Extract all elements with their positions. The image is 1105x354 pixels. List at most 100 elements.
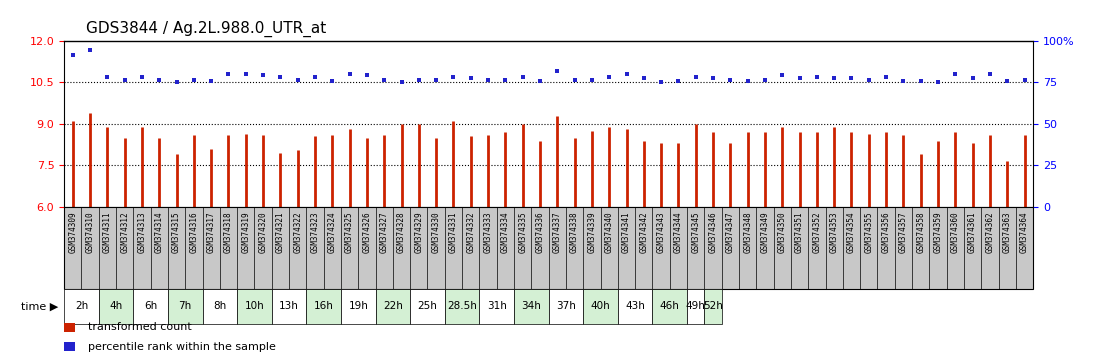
Text: GSM374335: GSM374335 (518, 211, 527, 253)
Text: GSM374356: GSM374356 (882, 211, 891, 253)
Text: 7h: 7h (179, 301, 192, 311)
Text: GSM374362: GSM374362 (986, 211, 994, 253)
Text: GSM374313: GSM374313 (137, 211, 147, 253)
Bar (64, 289, 98, 324)
Bar (341, 289, 376, 324)
Text: GSM374339: GSM374339 (588, 211, 597, 253)
Text: 2h: 2h (75, 301, 88, 311)
Bar (548, 289, 583, 324)
Bar (98, 289, 134, 324)
Text: percentile rank within the sample: percentile rank within the sample (88, 342, 276, 352)
Text: 37h: 37h (556, 301, 576, 311)
Text: 40h: 40h (591, 301, 610, 311)
Text: 8h: 8h (213, 301, 227, 311)
Text: 34h: 34h (522, 301, 541, 311)
Text: GSM374345: GSM374345 (692, 211, 701, 253)
Bar (238, 289, 272, 324)
Text: GSM374327: GSM374327 (380, 211, 389, 253)
Text: GSM374330: GSM374330 (432, 211, 441, 253)
Text: GSM374328: GSM374328 (397, 211, 406, 253)
Text: GSM374324: GSM374324 (328, 211, 337, 253)
Text: 22h: 22h (383, 301, 403, 311)
Text: GSM374309: GSM374309 (69, 211, 77, 253)
Text: GSM374325: GSM374325 (345, 211, 354, 253)
Text: GSM374312: GSM374312 (120, 211, 129, 253)
Bar (652, 289, 687, 324)
Text: GSM374364: GSM374364 (1020, 211, 1029, 253)
Text: GSM374355: GSM374355 (864, 211, 873, 253)
Text: 25h: 25h (418, 301, 438, 311)
Text: 52h: 52h (703, 301, 723, 311)
Text: GSM374336: GSM374336 (536, 211, 545, 253)
Text: GSM374326: GSM374326 (362, 211, 371, 253)
Text: GSM374358: GSM374358 (916, 211, 925, 253)
Text: 6h: 6h (144, 301, 157, 311)
Text: 4h: 4h (109, 301, 123, 311)
Text: GSM374334: GSM374334 (501, 211, 509, 253)
Text: GSM374350: GSM374350 (778, 211, 787, 253)
Text: GSM374357: GSM374357 (898, 211, 908, 253)
Text: 31h: 31h (487, 301, 507, 311)
Bar (202, 289, 238, 324)
Bar (272, 289, 306, 324)
Text: GSM374348: GSM374348 (744, 211, 753, 253)
Bar (583, 289, 618, 324)
Text: GSM374331: GSM374331 (449, 211, 457, 253)
Text: GSM374311: GSM374311 (103, 211, 112, 253)
Text: GSM374340: GSM374340 (604, 211, 613, 253)
Text: GSM374346: GSM374346 (708, 211, 717, 253)
Text: 13h: 13h (280, 301, 299, 311)
Bar (168, 289, 202, 324)
Bar (376, 289, 410, 324)
Text: time ▶: time ▶ (21, 301, 59, 311)
Bar (704, 289, 722, 324)
Text: GSM374316: GSM374316 (189, 211, 199, 253)
Text: GSM374342: GSM374342 (640, 211, 649, 253)
Text: GSM374352: GSM374352 (812, 211, 821, 253)
Text: GSM374353: GSM374353 (830, 211, 839, 253)
Text: GSM374333: GSM374333 (484, 211, 493, 253)
Text: GSM374323: GSM374323 (311, 211, 319, 253)
Bar (410, 289, 445, 324)
Bar (306, 289, 341, 324)
Text: GSM374361: GSM374361 (968, 211, 977, 253)
Text: 46h: 46h (660, 301, 680, 311)
Bar (514, 289, 549, 324)
Text: GSM374363: GSM374363 (1002, 211, 1012, 253)
Bar (687, 289, 704, 324)
Text: GDS3844 / Ag.2L.988.0_UTR_at: GDS3844 / Ag.2L.988.0_UTR_at (86, 21, 326, 37)
Text: GSM374338: GSM374338 (570, 211, 579, 253)
Text: transformed count: transformed count (88, 322, 192, 332)
Text: GSM374343: GSM374343 (656, 211, 665, 253)
Text: 43h: 43h (625, 301, 645, 311)
Text: GSM374310: GSM374310 (85, 211, 95, 253)
Text: 10h: 10h (244, 301, 264, 311)
Text: GSM374360: GSM374360 (950, 211, 960, 253)
Text: GSM374351: GSM374351 (796, 211, 804, 253)
Bar (134, 289, 168, 324)
Bar (445, 289, 480, 324)
Text: GSM374354: GSM374354 (846, 211, 856, 253)
Text: GSM374329: GSM374329 (414, 211, 423, 253)
Text: GSM374347: GSM374347 (726, 211, 735, 253)
Text: GSM374320: GSM374320 (259, 211, 267, 253)
Text: GSM374344: GSM374344 (674, 211, 683, 253)
Text: 19h: 19h (348, 301, 368, 311)
Text: GSM374332: GSM374332 (466, 211, 475, 253)
Text: GSM374318: GSM374318 (224, 211, 233, 253)
Text: GSM374341: GSM374341 (622, 211, 631, 253)
Text: GSM374337: GSM374337 (552, 211, 561, 253)
Text: 28.5h: 28.5h (448, 301, 477, 311)
Bar (480, 289, 514, 324)
Text: 16h: 16h (314, 301, 334, 311)
Text: GSM374315: GSM374315 (172, 211, 181, 253)
Text: GSM374319: GSM374319 (241, 211, 251, 253)
Bar (618, 289, 652, 324)
Text: GSM374349: GSM374349 (760, 211, 769, 253)
Text: GSM374317: GSM374317 (207, 211, 215, 253)
Text: GSM374314: GSM374314 (155, 211, 164, 253)
Text: GSM374321: GSM374321 (276, 211, 285, 253)
Text: GSM374322: GSM374322 (293, 211, 302, 253)
Text: GSM374359: GSM374359 (934, 211, 943, 253)
Text: 49h: 49h (686, 301, 706, 311)
